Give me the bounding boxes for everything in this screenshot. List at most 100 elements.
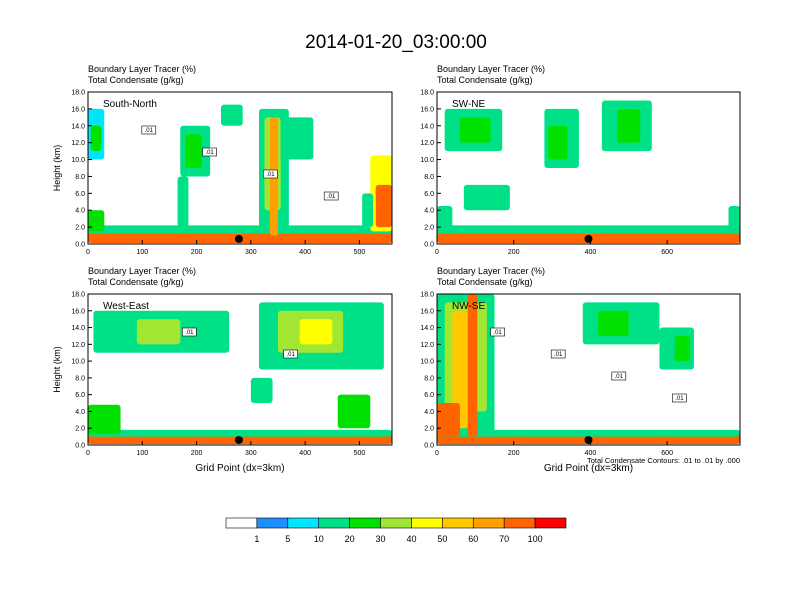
colorbar-label: 10 [314, 534, 324, 544]
tracer-cell [185, 134, 202, 168]
colorbar-swatch [225, 517, 258, 529]
y-tick-label: 8.0 [424, 375, 434, 382]
y-tick-label: 18.0 [71, 292, 85, 299]
colorbar-label: 40 [406, 534, 416, 544]
contour-label: .01 [554, 352, 563, 358]
colorbar-label: 100 [528, 534, 543, 544]
tracer-cell [337, 394, 371, 429]
tracer-cell [362, 193, 373, 228]
contour-label-box [182, 327, 197, 337]
y-tick-label: 10.0 [71, 157, 85, 164]
y-tick-label: 10.0 [420, 157, 434, 164]
contour-footnote: Total Condensate Contours: .01 to .01 by… [587, 456, 740, 465]
tracer-cell [548, 125, 568, 160]
y-tick-label: 2.0 [424, 426, 434, 433]
tracer-cell [136, 319, 181, 345]
tracer-cell [674, 335, 691, 362]
location-marker [234, 435, 243, 444]
colorbar-label: 30 [376, 534, 386, 544]
colorbar-label: 60 [468, 534, 478, 544]
tracer-cell [437, 225, 740, 234]
plot-frame [436, 293, 741, 446]
y-tick-label: 16.0 [71, 106, 85, 113]
y-tick-label: 18.0 [420, 292, 434, 299]
tracer-cell [88, 225, 392, 234]
y-tick-label: 0.0 [424, 242, 434, 249]
tracer-cell [88, 210, 105, 232]
x-tick-label: 200 [508, 450, 520, 457]
y-tick-label: 18.0 [420, 90, 434, 97]
x-tick-label: 200 [191, 249, 203, 256]
colorbar-swatch [472, 517, 505, 529]
location-marker [234, 234, 243, 243]
x-tick-label: 500 [354, 450, 366, 457]
contour-label-box [263, 169, 278, 179]
colorbar-label: 50 [437, 534, 447, 544]
contour-label: .01 [493, 330, 502, 336]
y-tick-label: 12.0 [71, 342, 85, 349]
colorbar-label: 1 [254, 534, 259, 544]
x-tick-label: 200 [191, 450, 203, 457]
y-tick-label: 12.0 [420, 140, 434, 147]
colorbar-swatch [318, 517, 350, 529]
panel1-subtitle-2: Total Condensate (g/kg) [88, 75, 184, 85]
panel3-subtitle-1: Boundary Layer Tracer (%) [88, 266, 197, 276]
colorbar-label: 70 [499, 534, 509, 544]
tracer-cell [375, 184, 392, 228]
contour-label-box [141, 125, 157, 135]
contour-label: .01 [286, 352, 295, 358]
panel-name: South-North [103, 99, 157, 110]
tracer-cell [177, 176, 189, 228]
y-tick-label: 6.0 [75, 392, 85, 399]
x-tick-label: 200 [508, 249, 520, 256]
plot-frame [436, 91, 741, 245]
y-tick-label: 0.0 [75, 242, 85, 249]
tracer-cell [467, 294, 478, 437]
field-cells [437, 294, 740, 445]
contour-label-box [490, 327, 505, 337]
x-axis-label: Grid Point (dx=3km) [195, 463, 284, 474]
y-tick-label: 2.0 [75, 426, 85, 433]
contour-label: .01 [675, 396, 684, 402]
tracer-cell [88, 429, 392, 437]
tracer-cell [437, 429, 740, 437]
panel-4: 0 200 400 600 0.0 2.0 4.0 6.0 8.0 10.0 12.0 14.0 16.… [420, 292, 741, 474]
panel-3: 0 100 200 300 400 500 0.0 2.0 4.0 6.0 8.0 10.0 12.0 1… [52, 292, 393, 474]
y-tick-label: 14.0 [71, 325, 85, 332]
x-axis-label: Grid Point (dx=3km) [544, 463, 633, 474]
tracer-cell [280, 117, 314, 160]
x-tick-label: 400 [299, 450, 311, 457]
y-tick-label: 4.0 [424, 208, 434, 215]
location-marker [584, 435, 593, 444]
panel4-subtitle-1: Boundary Layer Tracer (%) [437, 266, 546, 276]
tracer-cell [598, 310, 629, 336]
field-cells [88, 302, 392, 445]
y-tick-label: 4.0 [75, 409, 85, 416]
y-tick-label: 2.0 [75, 225, 85, 232]
panel-name: West-East [103, 301, 149, 312]
contour-label: .01 [145, 128, 154, 134]
y-tick-label: 6.0 [424, 191, 434, 198]
x-tick-label: 100 [136, 450, 148, 457]
tracer-cell [437, 206, 453, 232]
y-tick-label: 12.0 [71, 140, 85, 147]
y-tick-label: 4.0 [424, 409, 434, 416]
x-tick-label: 600 [661, 249, 673, 256]
panel2-subtitle-1: Boundary Layer Tracer (%) [437, 64, 546, 74]
colorbar-swatch [349, 517, 381, 529]
colorbar-swatch [411, 517, 443, 529]
contour-label-box [672, 393, 687, 403]
colorbar-swatch [380, 517, 412, 529]
tracer-cell [460, 117, 491, 143]
y-tick-label: 8.0 [424, 174, 434, 181]
x-tick-label: 300 [245, 249, 257, 256]
plot-frame [87, 293, 393, 446]
contour-label: .01 [185, 330, 194, 336]
colorbar-swatch [442, 517, 474, 529]
colorbar-label: 5 [285, 534, 290, 544]
tracer-cell [728, 206, 740, 232]
contour-label-box [283, 349, 298, 359]
tracer-cell [437, 403, 461, 437]
plot-frame [87, 91, 393, 245]
